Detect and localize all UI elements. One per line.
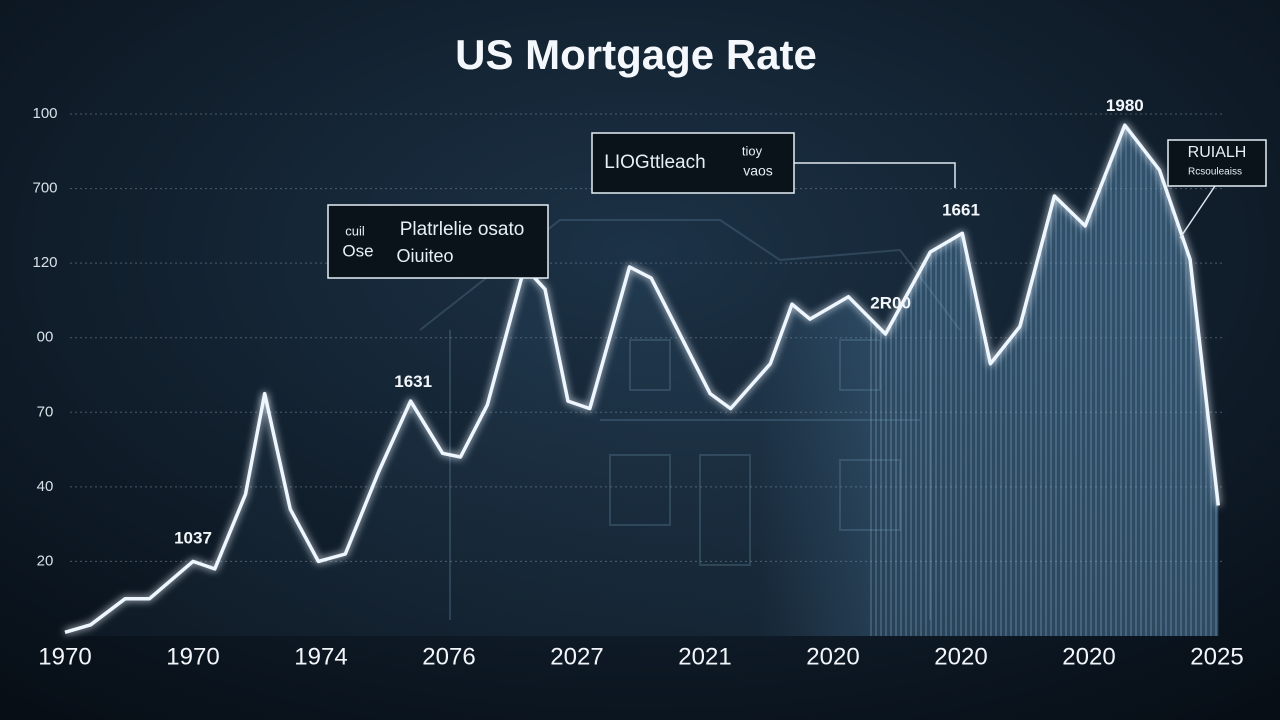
- y-tick-label: 100: [32, 105, 57, 122]
- callout-text: vaos: [743, 163, 773, 179]
- y-tick-label: 20: [37, 552, 54, 569]
- y-tick-label: 40: [37, 478, 54, 495]
- callout-text: cuil: [345, 223, 365, 238]
- annotation: 1631: [394, 372, 432, 391]
- plot-area: 20 40 70 00 120 700 100 1970 1970 1974 2076 2027 202…: [32, 96, 1243, 670]
- line: [64, 123, 1221, 634]
- x-tick-label: 2020: [934, 643, 987, 670]
- annotation: 1661: [942, 200, 980, 219]
- annotation: 2R00: [870, 294, 911, 313]
- annotation: 1980: [1106, 96, 1144, 115]
- callout-text: tioy: [742, 143, 763, 158]
- y-tick-label: 70: [37, 403, 54, 420]
- callout: LIOGttleach tioy vaos: [591, 132, 795, 194]
- x-tick-label: 2025: [1190, 643, 1243, 670]
- callout-box: [591, 132, 795, 194]
- y-tick-label: 700: [32, 180, 57, 197]
- callout-text: LIOGttleach: [604, 152, 705, 173]
- annotation: 1037: [174, 529, 212, 548]
- area-hatch: [870, 125, 1219, 636]
- x-tick-label: 2021: [678, 643, 731, 670]
- x-tick-label: 2020: [806, 643, 859, 670]
- x-tick-label: 2076: [422, 643, 475, 670]
- callout-box: [327, 204, 549, 279]
- callout-text: Platrlelie osato: [400, 219, 525, 240]
- callout-text: RUIALH: [1188, 144, 1247, 161]
- x-tick-label: 1974: [294, 643, 347, 670]
- callout-box: [1167, 139, 1267, 187]
- callout-text: Ose: [342, 241, 373, 260]
- x-tick-label: 1970: [166, 643, 219, 670]
- y-tick-label: 120: [32, 254, 57, 271]
- x-tick-label: 1970: [38, 643, 91, 670]
- callout: cuil Ose Platrlelie osato Oiuiteo: [327, 204, 549, 279]
- callout: RUIALH Rcsouleaiss: [1167, 139, 1267, 187]
- chart-title: US Mortgage Rate: [455, 31, 817, 78]
- x-tick-label: 2027: [550, 643, 603, 670]
- callout-text: Oiuiteo: [396, 246, 453, 266]
- callout-leaders: [794, 162, 1216, 239]
- x-tick-label: 2020: [1062, 643, 1115, 670]
- callout-text: Rcsouleaiss: [1188, 167, 1242, 178]
- y-tick-label: 00: [37, 329, 54, 346]
